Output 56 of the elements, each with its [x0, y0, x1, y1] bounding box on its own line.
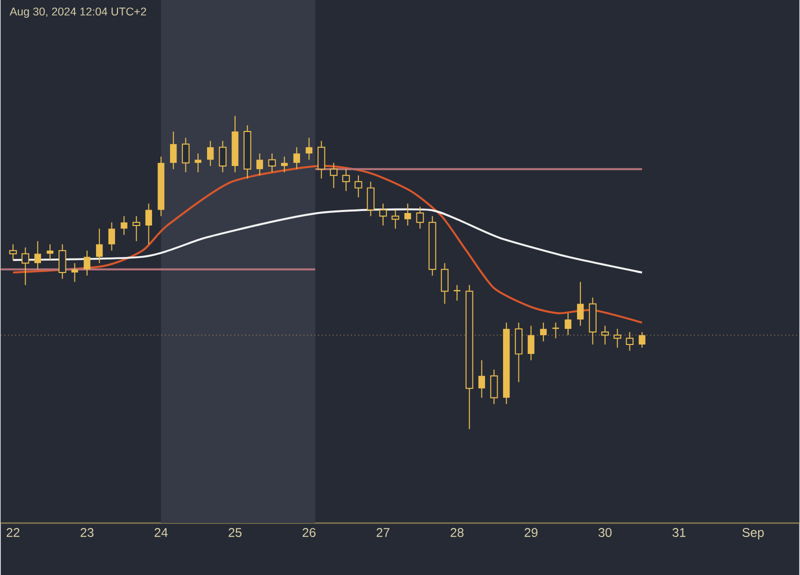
candlestick	[392, 209, 400, 230]
candlestick	[58, 244, 66, 280]
candlestick	[120, 216, 128, 236]
candlestick	[182, 137, 190, 173]
candlestick	[330, 162, 338, 188]
candlestick	[318, 140, 326, 180]
x-tick-label: 30	[598, 528, 612, 537]
candlestick	[354, 174, 362, 198]
x-tick-label: 31	[672, 528, 686, 537]
candlestick	[108, 222, 116, 252]
candlestick	[552, 322, 560, 339]
candlestick	[22, 246, 30, 286]
candlestick	[293, 146, 300, 170]
candlestick	[454, 284, 460, 302]
candlestick	[218, 140, 227, 173]
candlestick	[132, 216, 140, 242]
candlestick	[256, 152, 264, 176]
candlestick	[490, 369, 498, 405]
x-tick-label: 25	[228, 528, 242, 537]
candlestick	[416, 206, 424, 230]
candlestick	[404, 203, 412, 226]
text: Aug 30, 2024 12:04 UTC+2	[10, 8, 146, 18]
candlestick	[440, 262, 449, 304]
candlestick	[34, 240, 42, 270]
candlestick	[145, 203, 152, 245]
candlestick	[366, 181, 375, 217]
candlestick	[478, 360, 486, 398]
x-tick-label: 23	[80, 528, 94, 537]
x-tick-label: Sep	[742, 528, 764, 540]
candlestick	[342, 168, 350, 192]
candlestick	[601, 325, 609, 346]
candlestick	[9, 244, 17, 260]
candlestick	[46, 244, 54, 260]
candlestick	[577, 281, 584, 326]
candlestick	[268, 152, 276, 173]
candlestick	[540, 322, 547, 342]
candlestick	[564, 312, 572, 336]
candlestick	[170, 131, 177, 170]
candlestick	[306, 137, 312, 160]
candlestick	[638, 332, 646, 348]
x-tick-label: 29	[524, 528, 538, 537]
candlestick	[194, 152, 202, 173]
candlestick	[96, 228, 103, 264]
x-tick-label: 24	[154, 528, 168, 537]
x-tick-label: 22	[6, 528, 20, 537]
candlestick	[281, 156, 288, 173]
x-tick-label: 28	[450, 528, 464, 537]
x-tick-label: 27	[376, 528, 390, 537]
candlestick	[528, 325, 534, 361]
candlestick	[71, 262, 78, 282]
x-tick-label: 26	[302, 528, 316, 537]
candlestick	[626, 332, 634, 352]
candlestick	[84, 250, 90, 276]
candlestick	[379, 203, 387, 226]
candlestick	[614, 328, 622, 348]
candlestick	[207, 140, 214, 166]
